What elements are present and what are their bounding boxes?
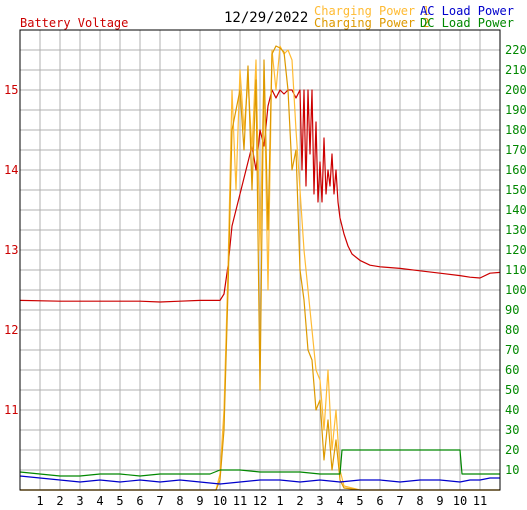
x-tick-label: 9 (436, 494, 443, 508)
x-tick-label: 2 (56, 494, 63, 508)
left-tick-label: 15 (4, 83, 18, 97)
right-tick-label: 70 (505, 343, 519, 357)
right-tick-label: 140 (505, 203, 527, 217)
x-tick-label: 6 (136, 494, 143, 508)
series-dc-load-power (19, 449, 500, 477)
x-tick-label: 10 (453, 494, 467, 508)
x-tick-label: 2 (296, 494, 303, 508)
x-tick-label: 6 (376, 494, 383, 508)
legend-ac-load-power: AC Load Power (420, 4, 514, 18)
right-tick-label: 110 (505, 263, 527, 277)
battery-voltage-title: Battery Voltage (20, 16, 129, 30)
x-tick-label: 1 (36, 494, 43, 508)
x-tick-label: 7 (396, 494, 403, 508)
x-tick-label: 8 (176, 494, 183, 508)
x-tick-label: 7 (156, 494, 163, 508)
right-tick-label: 100 (505, 283, 527, 297)
left-tick-label: 11 (4, 403, 18, 417)
right-tick-label: 190 (505, 103, 527, 117)
right-tick-label: 20 (505, 443, 519, 457)
x-tick-label: 11 (233, 494, 247, 508)
right-tick-label: 60 (505, 363, 519, 377)
x-tick-label: 4 (96, 494, 103, 508)
right-tick-label: 210 (505, 63, 527, 77)
x-tick-label: 4 (336, 494, 343, 508)
right-tick-label: 180 (505, 123, 527, 137)
right-tick-label: 160 (505, 163, 527, 177)
right-tick-label: 130 (505, 223, 527, 237)
x-tick-label: 1 (276, 494, 283, 508)
x-tick-label: 10 (213, 494, 227, 508)
x-tick-label: 5 (116, 494, 123, 508)
date-label: 12/29/2022 (224, 10, 309, 26)
right-tick-label: 120 (505, 243, 527, 257)
legend-charging-power-2: Charging Power 2 (314, 16, 430, 30)
right-tick-label: 200 (505, 83, 527, 97)
x-tick-label: 9 (196, 494, 203, 508)
series-battery-voltage (19, 89, 501, 303)
left-tick-label: 14 (4, 163, 18, 177)
x-tick-label: 11 (473, 494, 487, 508)
right-tick-label: 90 (505, 303, 519, 317)
series-lines (19, 45, 501, 491)
x-tick-label: 3 (76, 494, 83, 508)
series-charging-power-2 (20, 45, 500, 491)
right-tick-label: 10 (505, 463, 519, 477)
x-tick-label: 8 (416, 494, 423, 508)
legend-charging-power-1: Charging Power 1 (314, 4, 430, 18)
left-tick-label: 12 (4, 323, 18, 337)
left-tick-label: 13 (4, 243, 18, 257)
x-tick-label: 12 (253, 494, 267, 508)
right-tick-label: 50 (505, 383, 519, 397)
right-tick-label: 30 (505, 423, 519, 437)
series-ac-load-power (19, 475, 500, 485)
right-tick-label: 80 (505, 323, 519, 337)
right-axis-ticks: 10 20 30 40 50 60 70 80 90 100 110 120 130 140 150 160 1… (505, 43, 527, 477)
x-axis-ticks: 1 2 3 4 5 6 7 8 9 10 11 12 1 2 3 4 5 6 7 8 9 10 11 (36, 494, 487, 508)
left-axis-ticks: 11 12 13 14 15 (4, 83, 18, 417)
x-tick-label: 5 (356, 494, 363, 508)
grid (20, 30, 500, 490)
right-tick-label: 170 (505, 143, 527, 157)
right-tick-label: 220 (505, 43, 527, 57)
legend-dc-load-power: DC Load Power (420, 16, 514, 30)
x-tick-label: 3 (316, 494, 323, 508)
right-tick-label: 150 (505, 183, 527, 197)
plot-frame (19, 29, 501, 491)
right-tick-label: 40 (505, 403, 519, 417)
